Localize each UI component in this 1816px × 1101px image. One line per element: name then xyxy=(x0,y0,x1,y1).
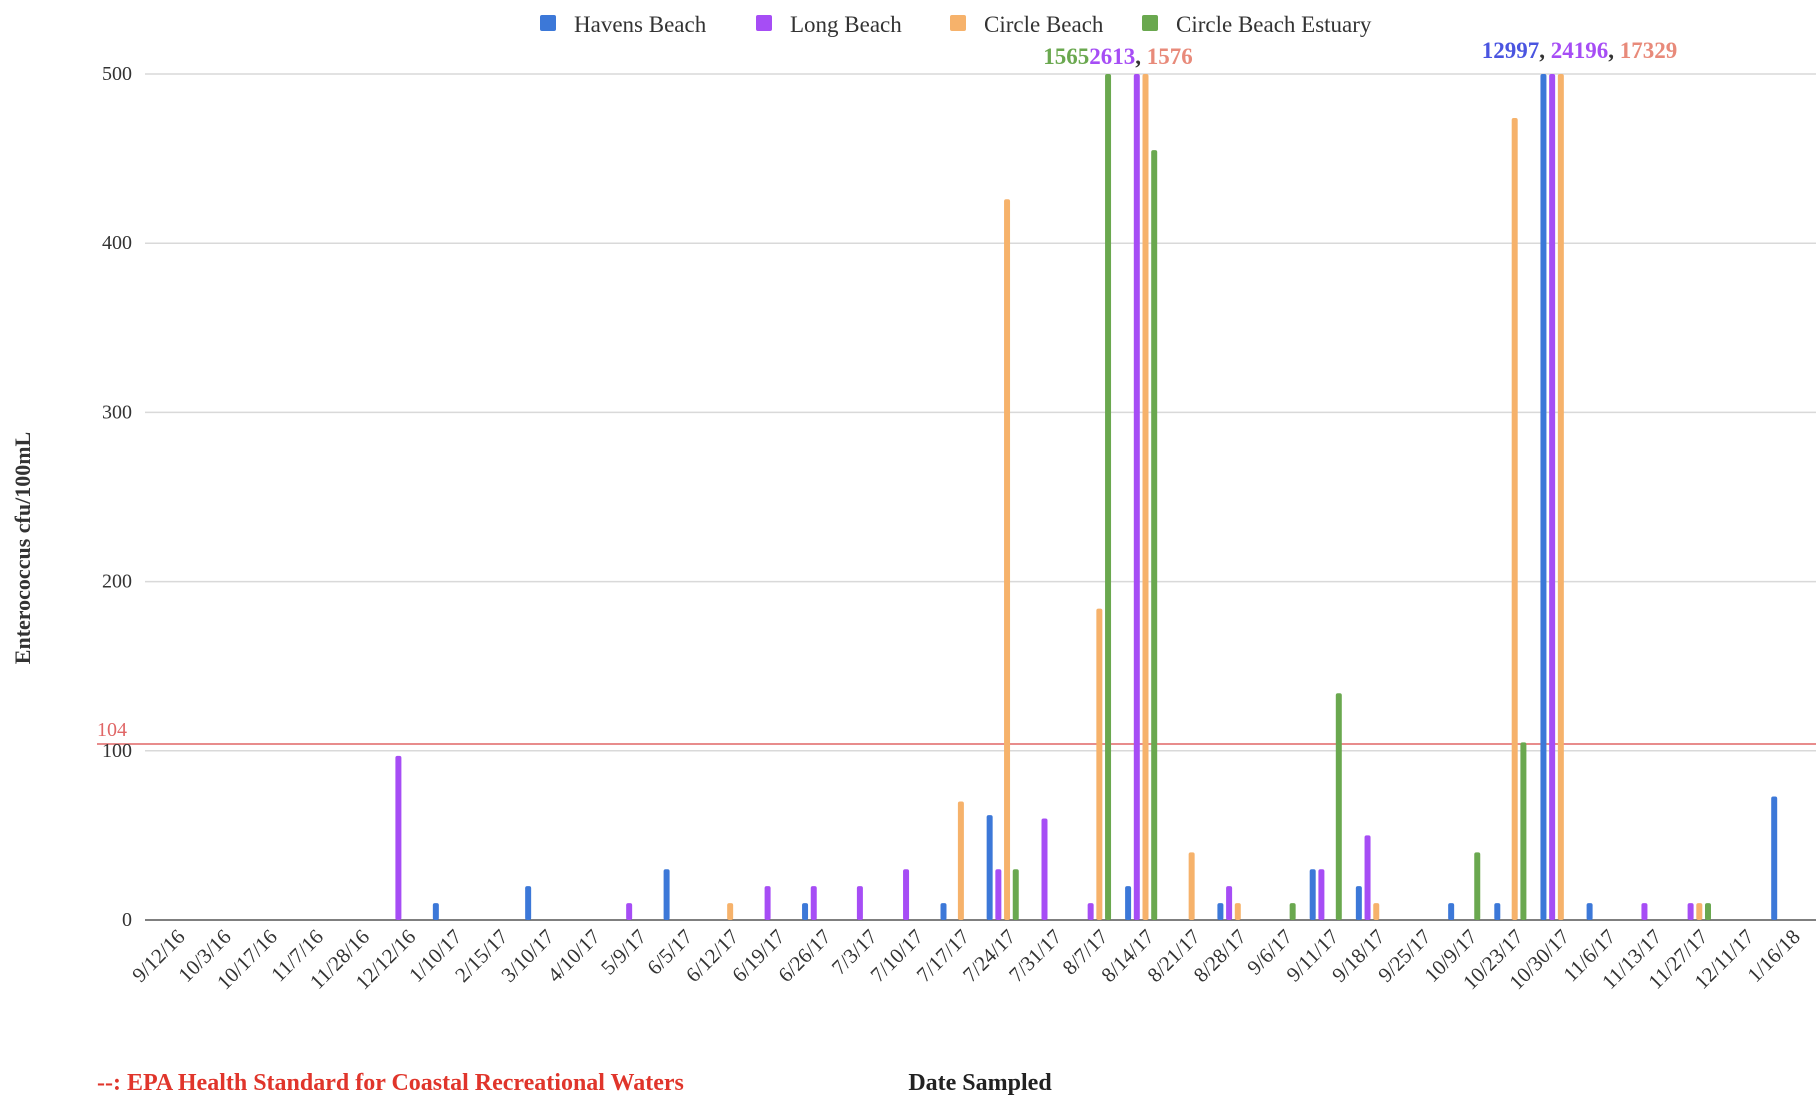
x-tick-label: 7/31/17 xyxy=(1004,925,1066,987)
bar-havens-beach xyxy=(1355,886,1362,920)
bar-havens-beach xyxy=(940,903,947,920)
bar-long-beach xyxy=(1087,903,1094,920)
bar-havens-beach xyxy=(1309,869,1316,920)
legend-swatch xyxy=(756,15,772,31)
overflow-annotation: 15652613, 1576 xyxy=(1043,44,1193,69)
bar-long-beach xyxy=(395,755,402,920)
y-tick-label: 0 xyxy=(122,909,132,931)
legend-label: Circle Beach Estuary xyxy=(1176,12,1372,37)
bar-long-beach xyxy=(1318,869,1325,920)
bar-circle-beach xyxy=(1142,74,1149,920)
bar-circle-beach xyxy=(1188,852,1195,920)
legend-label: Havens Beach xyxy=(574,12,707,37)
bar-long-beach xyxy=(810,886,817,920)
x-tick-label: 1/16/18 xyxy=(1742,925,1804,987)
bar-havens-beach xyxy=(525,886,532,920)
overflow-value: 2613 xyxy=(1089,44,1135,69)
overflow-value: 24196 xyxy=(1551,38,1609,63)
bar-long-beach xyxy=(1226,886,1233,920)
y-tick-label: 300 xyxy=(102,401,132,423)
bar-circle-beach-estuary xyxy=(1520,742,1527,920)
x-tick-label: 6/26/17 xyxy=(773,925,835,987)
overflow-annotation: 12997, 24196, 17329 xyxy=(1482,38,1678,63)
bar-circle-beach-estuary xyxy=(1105,74,1112,920)
bar-circle-beach-estuary xyxy=(1012,869,1019,920)
y-axis-title: Enterococcus cfu/100mL xyxy=(10,432,35,664)
bar-long-beach xyxy=(1641,903,1648,920)
bar-long-beach xyxy=(995,869,1002,920)
y-tick-label: 400 xyxy=(102,232,132,254)
reference-line-group: 104 xyxy=(97,719,1816,745)
legend-label: Circle Beach xyxy=(984,12,1104,37)
bars xyxy=(395,74,1778,920)
bar-long-beach xyxy=(764,886,771,920)
bar-long-beach xyxy=(1364,835,1371,920)
overflow-value: 12997 xyxy=(1482,38,1540,63)
bar-long-beach xyxy=(903,869,910,920)
bar-havens-beach xyxy=(1586,903,1593,920)
bar-circle-beach-estuary xyxy=(1705,903,1711,920)
x-tick-label: 8/28/17 xyxy=(1189,925,1251,987)
bar-circle-beach xyxy=(1096,608,1103,920)
bar-havens-beach xyxy=(986,815,993,920)
overflow-value: 1576 xyxy=(1147,44,1193,69)
bar-circle-beach-estuary xyxy=(1151,150,1158,920)
y-tick-label: 200 xyxy=(102,571,132,593)
annotations: 15652613, 1576 12997, 24196, 17329 xyxy=(1043,38,1677,69)
bar-circle-beach xyxy=(727,903,734,920)
bar-havens-beach xyxy=(1540,74,1547,920)
x-axis-title: Date Sampled xyxy=(908,1070,1052,1096)
overflow-value: 1565 xyxy=(1043,44,1089,69)
bar-circle-beach-estuary xyxy=(1335,693,1342,920)
bar-circle-beach-estuary xyxy=(1289,903,1296,920)
bar-circle-beach xyxy=(957,801,964,920)
bar-long-beach xyxy=(856,886,863,920)
bar-havens-beach xyxy=(432,903,439,920)
bar-circle-beach xyxy=(1373,903,1380,920)
legend-swatch xyxy=(1142,15,1158,31)
legend: Havens Beach Long Beach Circle Beach Circle… xyxy=(540,12,1372,37)
overflow-value: , xyxy=(1608,38,1620,63)
bar-long-beach xyxy=(1549,74,1556,920)
legend-swatch xyxy=(950,15,966,31)
bar-long-beach xyxy=(1133,74,1140,920)
bar-long-beach xyxy=(1687,903,1694,920)
bar-havens-beach xyxy=(802,903,809,920)
y-tick-label: 500 xyxy=(102,63,132,85)
legend-label: Long Beach xyxy=(790,12,902,37)
bar-havens-beach xyxy=(663,869,670,920)
overflow-value: 17329 xyxy=(1620,38,1678,63)
bar-circle-beach xyxy=(1557,74,1564,920)
bar-havens-beach xyxy=(1494,903,1501,920)
bar-circle-beach xyxy=(1511,117,1518,920)
bar-havens-beach xyxy=(1125,886,1132,920)
bar-havens-beach xyxy=(1448,903,1455,920)
bar-long-beach xyxy=(1041,818,1048,920)
y-tick-label: 100 xyxy=(102,740,132,762)
legend-swatch xyxy=(540,15,556,31)
epa-standard-footnote: --: EPA Health Standard for Coastal Recr… xyxy=(97,1070,684,1096)
x-tick-label: 4/10/17 xyxy=(543,925,605,987)
bar-long-beach xyxy=(626,903,633,920)
overflow-value: , xyxy=(1135,44,1147,69)
bar-circle-beach xyxy=(1004,199,1011,920)
overflow-value: , xyxy=(1539,38,1551,63)
gridlines xyxy=(145,73,1816,921)
bar-havens-beach xyxy=(1217,903,1224,920)
bar-havens-beach xyxy=(1771,796,1778,920)
reference-line-label: 104 xyxy=(97,719,127,741)
bar-circle-beach xyxy=(1696,903,1703,920)
bar-circle-beach-estuary xyxy=(1474,852,1481,920)
x-tick-label: 5/9/17 xyxy=(596,925,651,980)
bar-circle-beach xyxy=(1234,903,1241,920)
